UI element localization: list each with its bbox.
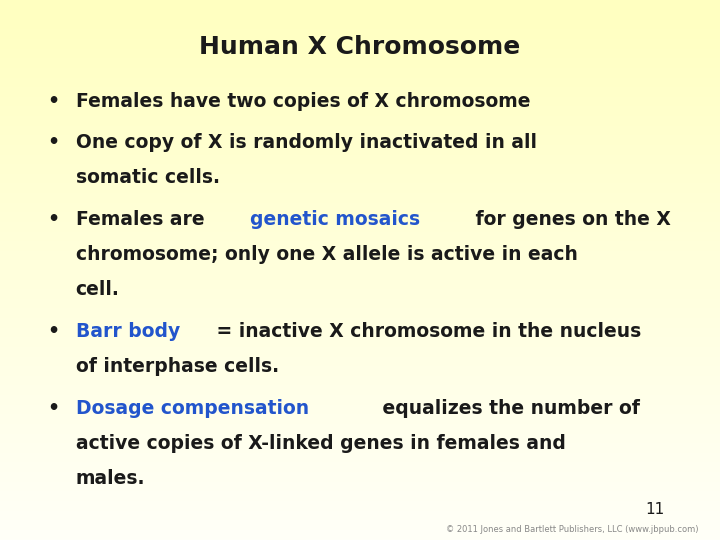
- Text: Dosage compensation: Dosage compensation: [76, 399, 309, 417]
- Text: = inactive X chromosome in the nucleus: = inactive X chromosome in the nucleus: [210, 322, 642, 341]
- Text: chromosome; only one X allele is active in each: chromosome; only one X allele is active …: [76, 245, 577, 264]
- Text: © 2011 Jones and Bartlett Publishers, LLC (www.jbpub.com): © 2011 Jones and Bartlett Publishers, LL…: [446, 524, 698, 534]
- Text: cell.: cell.: [76, 280, 120, 299]
- Text: 11: 11: [646, 502, 665, 517]
- Text: for genes on the X: for genes on the X: [469, 210, 671, 229]
- Text: •: •: [47, 92, 59, 111]
- Text: Females have two copies of X chromosome: Females have two copies of X chromosome: [76, 92, 530, 111]
- Text: active copies of X-linked genes in females and: active copies of X-linked genes in femal…: [76, 434, 565, 453]
- Text: •: •: [47, 133, 59, 152]
- Text: •: •: [47, 210, 59, 229]
- Text: equalizes the number of: equalizes the number of: [377, 399, 640, 417]
- Text: •: •: [47, 399, 59, 417]
- Text: of interphase cells.: of interphase cells.: [76, 357, 279, 376]
- Text: males.: males.: [76, 469, 145, 488]
- Text: Human X Chromosome: Human X Chromosome: [199, 35, 521, 59]
- Text: somatic cells.: somatic cells.: [76, 168, 220, 187]
- Text: Barr body: Barr body: [76, 322, 180, 341]
- Text: •: •: [47, 322, 59, 341]
- Text: Females are: Females are: [76, 210, 211, 229]
- Text: One copy of X is randomly inactivated in all: One copy of X is randomly inactivated in…: [76, 133, 536, 152]
- Text: genetic mosaics: genetic mosaics: [250, 210, 420, 229]
